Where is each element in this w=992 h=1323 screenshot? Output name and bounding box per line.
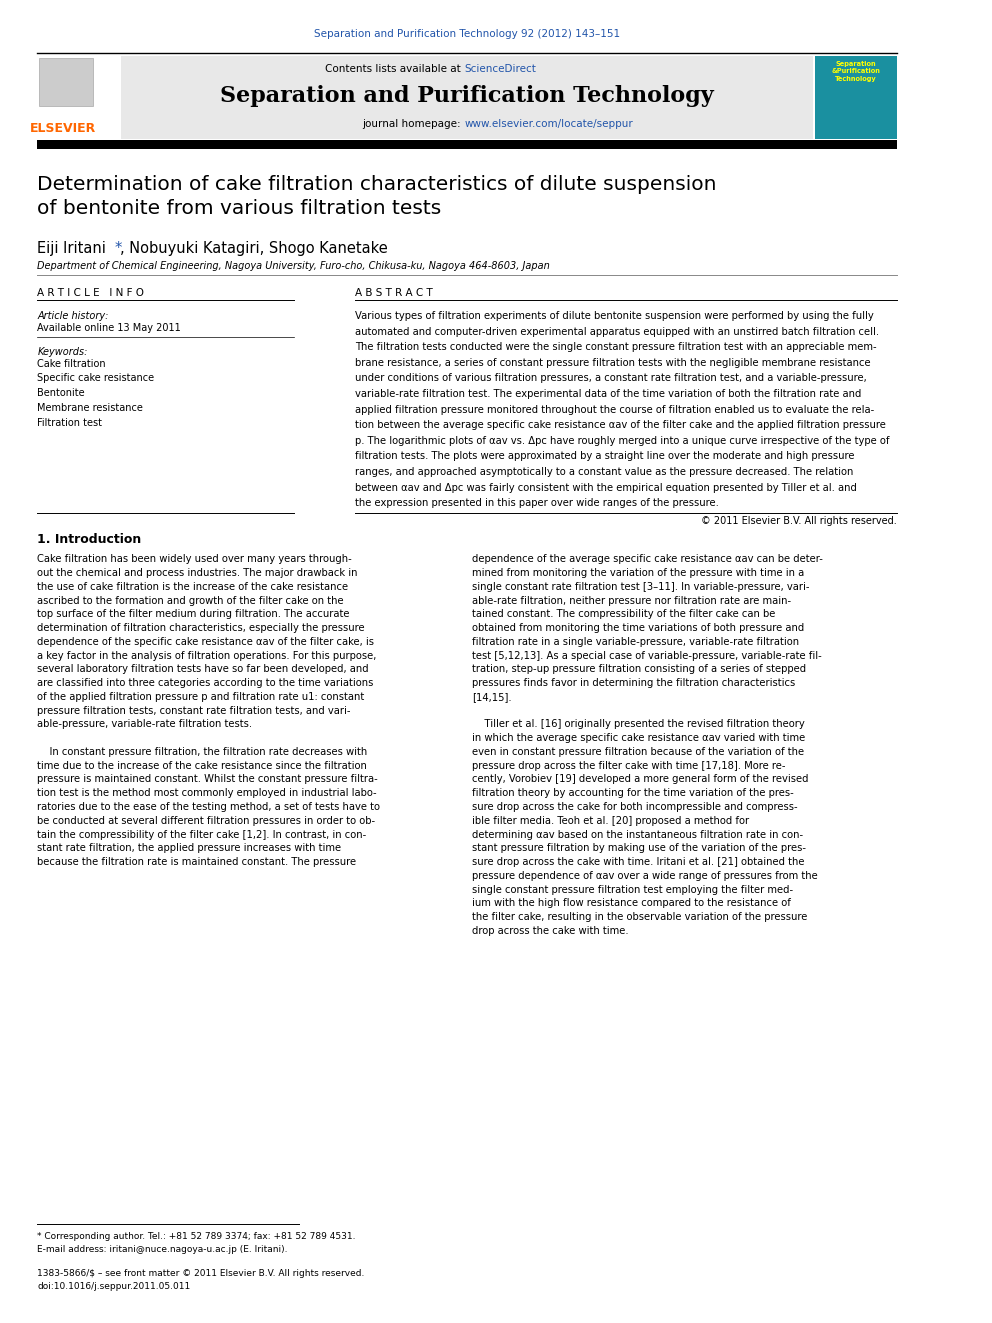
- Text: test [5,12,13]. As a special case of variable-pressure, variable-rate fil-: test [5,12,13]. As a special case of var…: [472, 651, 821, 660]
- Text: Determination of cake filtration characteristics of dilute suspension
of bentoni: Determination of cake filtration charact…: [38, 175, 717, 218]
- Text: ible filter media. Teoh et al. [20] proposed a method for: ible filter media. Teoh et al. [20] prop…: [472, 816, 749, 826]
- Text: single constant rate filtration test [3–11]. In variable-pressure, vari-: single constant rate filtration test [3–…: [472, 582, 809, 591]
- Text: tration, step-up pressure filtration consisting of a series of stepped: tration, step-up pressure filtration con…: [472, 664, 806, 675]
- Text: pressure is maintained constant. Whilst the constant pressure filtra-: pressure is maintained constant. Whilst …: [38, 774, 378, 785]
- Text: sure drop across the cake for both incompressible and compress-: sure drop across the cake for both incom…: [472, 802, 798, 812]
- Text: tion test is the method most commonly employed in industrial labo-: tion test is the method most commonly em…: [38, 789, 377, 798]
- Text: Article history:: Article history:: [38, 311, 109, 321]
- Text: , Nobuyuki Katagiri, Shogo Kanetake: , Nobuyuki Katagiri, Shogo Kanetake: [120, 241, 387, 255]
- Text: pressure filtration tests, constant rate filtration tests, and vari-: pressure filtration tests, constant rate…: [38, 705, 351, 716]
- Text: stant pressure filtration by making use of the variation of the pres-: stant pressure filtration by making use …: [472, 843, 806, 853]
- Text: Separation and Purification Technology 92 (2012) 143–151: Separation and Purification Technology 9…: [314, 29, 620, 40]
- Text: ratories due to the ease of the testing method, a set of tests have to: ratories due to the ease of the testing …: [38, 802, 380, 812]
- Text: in which the average specific cake resistance αav varied with time: in which the average specific cake resis…: [472, 733, 805, 744]
- Text: 1. Introduction: 1. Introduction: [38, 533, 142, 546]
- Bar: [121, 56, 812, 139]
- Text: mined from monitoring the variation of the pressure with time in a: mined from monitoring the variation of t…: [472, 568, 804, 578]
- Text: p. The logarithmic plots of αav vs. Δpc have roughly merged into a unique curve : p. The logarithmic plots of αav vs. Δpc …: [355, 435, 890, 446]
- Text: between αav and Δpc was fairly consistent with the empirical equation presented : between αav and Δpc was fairly consisten…: [355, 483, 857, 492]
- Text: Department of Chemical Engineering, Nagoya University, Furo-cho, Chikusa-ku, Nag: Department of Chemical Engineering, Nago…: [38, 261, 551, 271]
- Bar: [814, 56, 897, 139]
- Text: variable-rate filtration test. The experimental data of the time variation of bo: variable-rate filtration test. The exper…: [355, 389, 861, 400]
- Text: stant rate filtration, the applied pressure increases with time: stant rate filtration, the applied press…: [38, 843, 341, 853]
- Text: drop across the cake with time.: drop across the cake with time.: [472, 926, 628, 935]
- Text: doi:10.1016/j.seppur.2011.05.011: doi:10.1016/j.seppur.2011.05.011: [38, 1282, 190, 1291]
- Text: Available online 13 May 2011: Available online 13 May 2011: [38, 323, 182, 333]
- Text: ascribed to the formation and growth of the filter cake on the: ascribed to the formation and growth of …: [38, 595, 344, 606]
- Text: out the chemical and process industries. The major drawback in: out the chemical and process industries.…: [38, 568, 358, 578]
- Text: pressure drop across the filter cake with time [17,18]. More re-: pressure drop across the filter cake wit…: [472, 761, 786, 771]
- Text: E-mail address: iritani@nuce.nagoya-u.ac.jp (E. Iritani).: E-mail address: iritani@nuce.nagoya-u.ac…: [38, 1245, 288, 1254]
- Text: several laboratory filtration tests have so far been developed, and: several laboratory filtration tests have…: [38, 664, 369, 675]
- Text: of the applied filtration pressure p and filtration rate u1: constant: of the applied filtration pressure p and…: [38, 692, 365, 703]
- Text: filtration rate in a single variable-pressure, variable-rate filtration: filtration rate in a single variable-pre…: [472, 636, 799, 647]
- Bar: [38, 56, 120, 139]
- Text: Keywords:: Keywords:: [38, 347, 87, 357]
- Text: automated and computer-driven experimental apparatus equipped with an unstirred : automated and computer-driven experiment…: [355, 327, 879, 336]
- Text: Cake filtration has been widely used over many years through-: Cake filtration has been widely used ove…: [38, 554, 352, 565]
- Text: *: *: [115, 241, 122, 255]
- Text: cently, Vorobiev [19] developed a more general form of the revised: cently, Vorobiev [19] developed a more g…: [472, 774, 808, 785]
- Text: Various types of filtration experiments of dilute bentonite suspension were perf: Various types of filtration experiments …: [355, 311, 874, 321]
- Text: the filter cake, resulting in the observable variation of the pressure: the filter cake, resulting in the observ…: [472, 912, 807, 922]
- Text: able-pressure, variable-rate filtration tests.: able-pressure, variable-rate filtration …: [38, 720, 253, 729]
- Text: top surface of the filter medium during filtration. The accurate: top surface of the filter medium during …: [38, 610, 350, 619]
- Text: dependence of the specific cake resistance αav of the filter cake, is: dependence of the specific cake resistan…: [38, 636, 374, 647]
- Text: Contents lists available at: Contents lists available at: [325, 64, 464, 74]
- Text: single constant pressure filtration test employing the filter med-: single constant pressure filtration test…: [472, 885, 793, 894]
- Text: Cake filtration: Cake filtration: [38, 359, 106, 369]
- Text: Eiji Iritani: Eiji Iritani: [38, 241, 106, 255]
- Text: journal homepage:: journal homepage:: [362, 119, 464, 130]
- Text: pressures finds favor in determining the filtration characteristics: pressures finds favor in determining the…: [472, 679, 795, 688]
- Text: tained constant. The compressibility of the filter cake can be: tained constant. The compressibility of …: [472, 610, 775, 619]
- Text: brane resistance, a series of constant pressure filtration tests with the neglig: brane resistance, a series of constant p…: [355, 357, 871, 368]
- Text: able-rate filtration, neither pressure nor filtration rate are main-: able-rate filtration, neither pressure n…: [472, 595, 791, 606]
- Text: Tiller et al. [16] originally presented the revised filtration theory: Tiller et al. [16] originally presented …: [472, 720, 805, 729]
- Text: tain the compressibility of the filter cake [1,2]. In contrast, in con-: tain the compressibility of the filter c…: [38, 830, 367, 840]
- Text: sure drop across the cake with time. Iritani et al. [21] obtained the: sure drop across the cake with time. Iri…: [472, 857, 805, 867]
- Text: Separation and Purification Technology: Separation and Purification Technology: [220, 85, 714, 107]
- Text: © 2011 Elsevier B.V. All rights reserved.: © 2011 Elsevier B.V. All rights reserved…: [701, 516, 897, 527]
- Text: 1383-5866/$ – see front matter © 2011 Elsevier B.V. All rights reserved.: 1383-5866/$ – see front matter © 2011 El…: [38, 1269, 365, 1278]
- Text: ELSEVIER: ELSEVIER: [30, 122, 95, 135]
- Text: [14,15].: [14,15].: [472, 692, 511, 703]
- Text: time due to the increase of the cake resistance since the filtration: time due to the increase of the cake res…: [38, 761, 367, 771]
- Text: because the filtration rate is maintained constant. The pressure: because the filtration rate is maintaine…: [38, 857, 356, 867]
- Text: A R T I C L E   I N F O: A R T I C L E I N F O: [38, 288, 145, 299]
- Text: even in constant pressure filtration because of the variation of the: even in constant pressure filtration bec…: [472, 747, 804, 757]
- Text: tion between the average specific cake resistance αav of the filter cake and the: tion between the average specific cake r…: [355, 421, 886, 430]
- Text: Specific cake resistance: Specific cake resistance: [38, 373, 155, 384]
- Text: www.elsevier.com/locate/seppur: www.elsevier.com/locate/seppur: [464, 119, 633, 130]
- Text: the use of cake filtration is the increase of the cake resistance: the use of cake filtration is the increa…: [38, 582, 348, 591]
- Text: Separation
&Purification
Technology: Separation &Purification Technology: [831, 61, 880, 82]
- Text: are classified into three categories according to the time variations: are classified into three categories acc…: [38, 679, 374, 688]
- Text: Filtration test: Filtration test: [38, 418, 102, 427]
- Text: The filtration tests conducted were the single constant pressure filtration test: The filtration tests conducted were the …: [355, 343, 877, 352]
- Text: * Corresponding author. Tel.: +81 52 789 3374; fax: +81 52 789 4531.: * Corresponding author. Tel.: +81 52 789…: [38, 1232, 356, 1241]
- Text: be conducted at several different filtration pressures in order to ob-: be conducted at several different filtra…: [38, 816, 376, 826]
- Text: determination of filtration characteristics, especially the pressure: determination of filtration characterist…: [38, 623, 365, 634]
- Text: A B S T R A C T: A B S T R A C T: [355, 288, 433, 299]
- Text: ranges, and approached asymptotically to a constant value as the pressure decrea: ranges, and approached asymptotically to…: [355, 467, 853, 478]
- Text: Bentonite: Bentonite: [38, 388, 85, 398]
- Text: Membrane resistance: Membrane resistance: [38, 404, 143, 413]
- Text: a key factor in the analysis of filtration operations. For this purpose,: a key factor in the analysis of filtrati…: [38, 651, 377, 660]
- Text: ScienceDirect: ScienceDirect: [464, 64, 536, 74]
- Text: filtration theory by accounting for the time variation of the pres-: filtration theory by accounting for the …: [472, 789, 794, 798]
- Bar: [38, 140, 897, 149]
- Text: determining αav based on the instantaneous filtration rate in con-: determining αav based on the instantaneo…: [472, 830, 803, 840]
- Text: the expression presented in this paper over wide ranges of the pressure.: the expression presented in this paper o…: [355, 499, 719, 508]
- Text: obtained from monitoring the time variations of both pressure and: obtained from monitoring the time variat…: [472, 623, 804, 634]
- Text: applied filtration pressure monitored throughout the course of filtration enable: applied filtration pressure monitored th…: [355, 405, 874, 414]
- Text: ium with the high flow resistance compared to the resistance of: ium with the high flow resistance compar…: [472, 898, 791, 909]
- Text: In constant pressure filtration, the filtration rate decreases with: In constant pressure filtration, the fil…: [38, 747, 368, 757]
- Text: pressure dependence of αav over a wide range of pressures from the: pressure dependence of αav over a wide r…: [472, 871, 817, 881]
- Bar: [40, 58, 93, 106]
- Text: filtration tests. The plots were approximated by a straight line over the modera: filtration tests. The plots were approxi…: [355, 451, 854, 462]
- Text: under conditions of various filtration pressures, a constant rate filtration tes: under conditions of various filtration p…: [355, 373, 867, 384]
- Text: dependence of the average specific cake resistance αav can be deter-: dependence of the average specific cake …: [472, 554, 822, 565]
